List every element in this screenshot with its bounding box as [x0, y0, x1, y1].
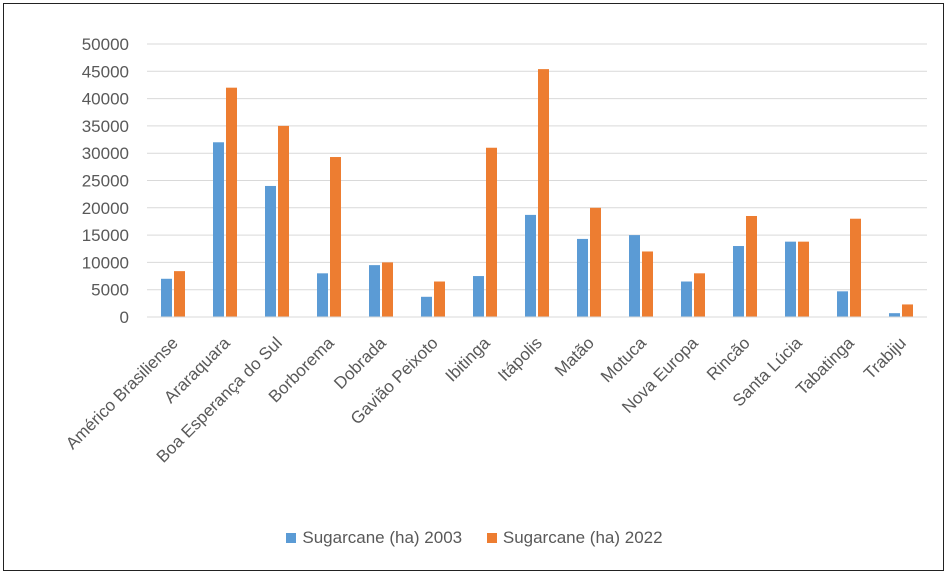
bar-2022: [486, 147, 497, 317]
bar-2003: [577, 238, 588, 317]
x-tick-label: Rincão: [703, 333, 754, 384]
bar-2022: [902, 304, 913, 317]
bar-2022: [330, 157, 341, 317]
legend: Sugarcane (ha) 2003 Sugarcane (ha) 2022: [0, 528, 949, 548]
bar-2003: [265, 185, 276, 317]
bar-2022: [226, 87, 237, 318]
bar-2022: [538, 69, 549, 317]
legend-item-2022: Sugarcane (ha) 2022: [486, 528, 663, 548]
bar-2022: [382, 262, 393, 317]
y-tick-label: 10000: [82, 253, 129, 272]
bar-2022: [590, 207, 601, 317]
legend-swatch-2003: [286, 533, 297, 543]
bar-2003: [213, 142, 224, 317]
y-tick-label: 35000: [82, 117, 129, 136]
bar-2003: [733, 246, 744, 317]
x-tick-label: Itápolis: [494, 333, 546, 385]
bar-2022: [434, 281, 445, 317]
bar-2022: [174, 271, 185, 317]
bar-2003: [421, 296, 432, 317]
bar-2003: [785, 241, 796, 317]
bar-2022: [278, 125, 289, 318]
bar-2003: [161, 278, 172, 317]
y-tick-label: 0: [120, 308, 129, 327]
bar-2003: [681, 281, 692, 317]
legend-swatch-2022: [486, 533, 497, 543]
legend-label-2003: Sugarcane (ha) 2003: [302, 528, 463, 547]
y-tick-label: 45000: [82, 62, 129, 81]
x-tick-label: Matão: [551, 333, 598, 380]
bar-2003: [369, 265, 380, 317]
x-tick-label: Ibitinga: [442, 333, 495, 386]
bar-2003: [629, 235, 640, 317]
bar-2003: [473, 276, 484, 317]
y-tick-label: 50000: [82, 35, 129, 54]
bar-2022: [694, 273, 705, 317]
legend-label-2022: Sugarcane (ha) 2022: [502, 528, 663, 547]
y-tick-label: 15000: [82, 226, 129, 245]
y-tick-label: 30000: [82, 144, 129, 163]
bar-2022: [642, 251, 653, 317]
bar-2022: [746, 215, 757, 317]
y-tick-label: 20000: [82, 199, 129, 218]
y-tick-label: 40000: [82, 90, 129, 109]
y-tick-label: 5000: [91, 281, 129, 300]
bar-2003: [317, 273, 328, 317]
x-tick-label: Tabatinga: [792, 333, 858, 399]
bar-2022: [798, 241, 809, 317]
bar-2003: [889, 313, 900, 317]
bar-2003: [525, 214, 536, 317]
bar-2003: [837, 291, 848, 317]
y-tick-label: 25000: [82, 172, 129, 191]
legend-item-2003: Sugarcane (ha) 2003: [286, 528, 462, 548]
bar-2022: [850, 218, 861, 317]
x-tick-label: Trabiju: [860, 333, 910, 383]
